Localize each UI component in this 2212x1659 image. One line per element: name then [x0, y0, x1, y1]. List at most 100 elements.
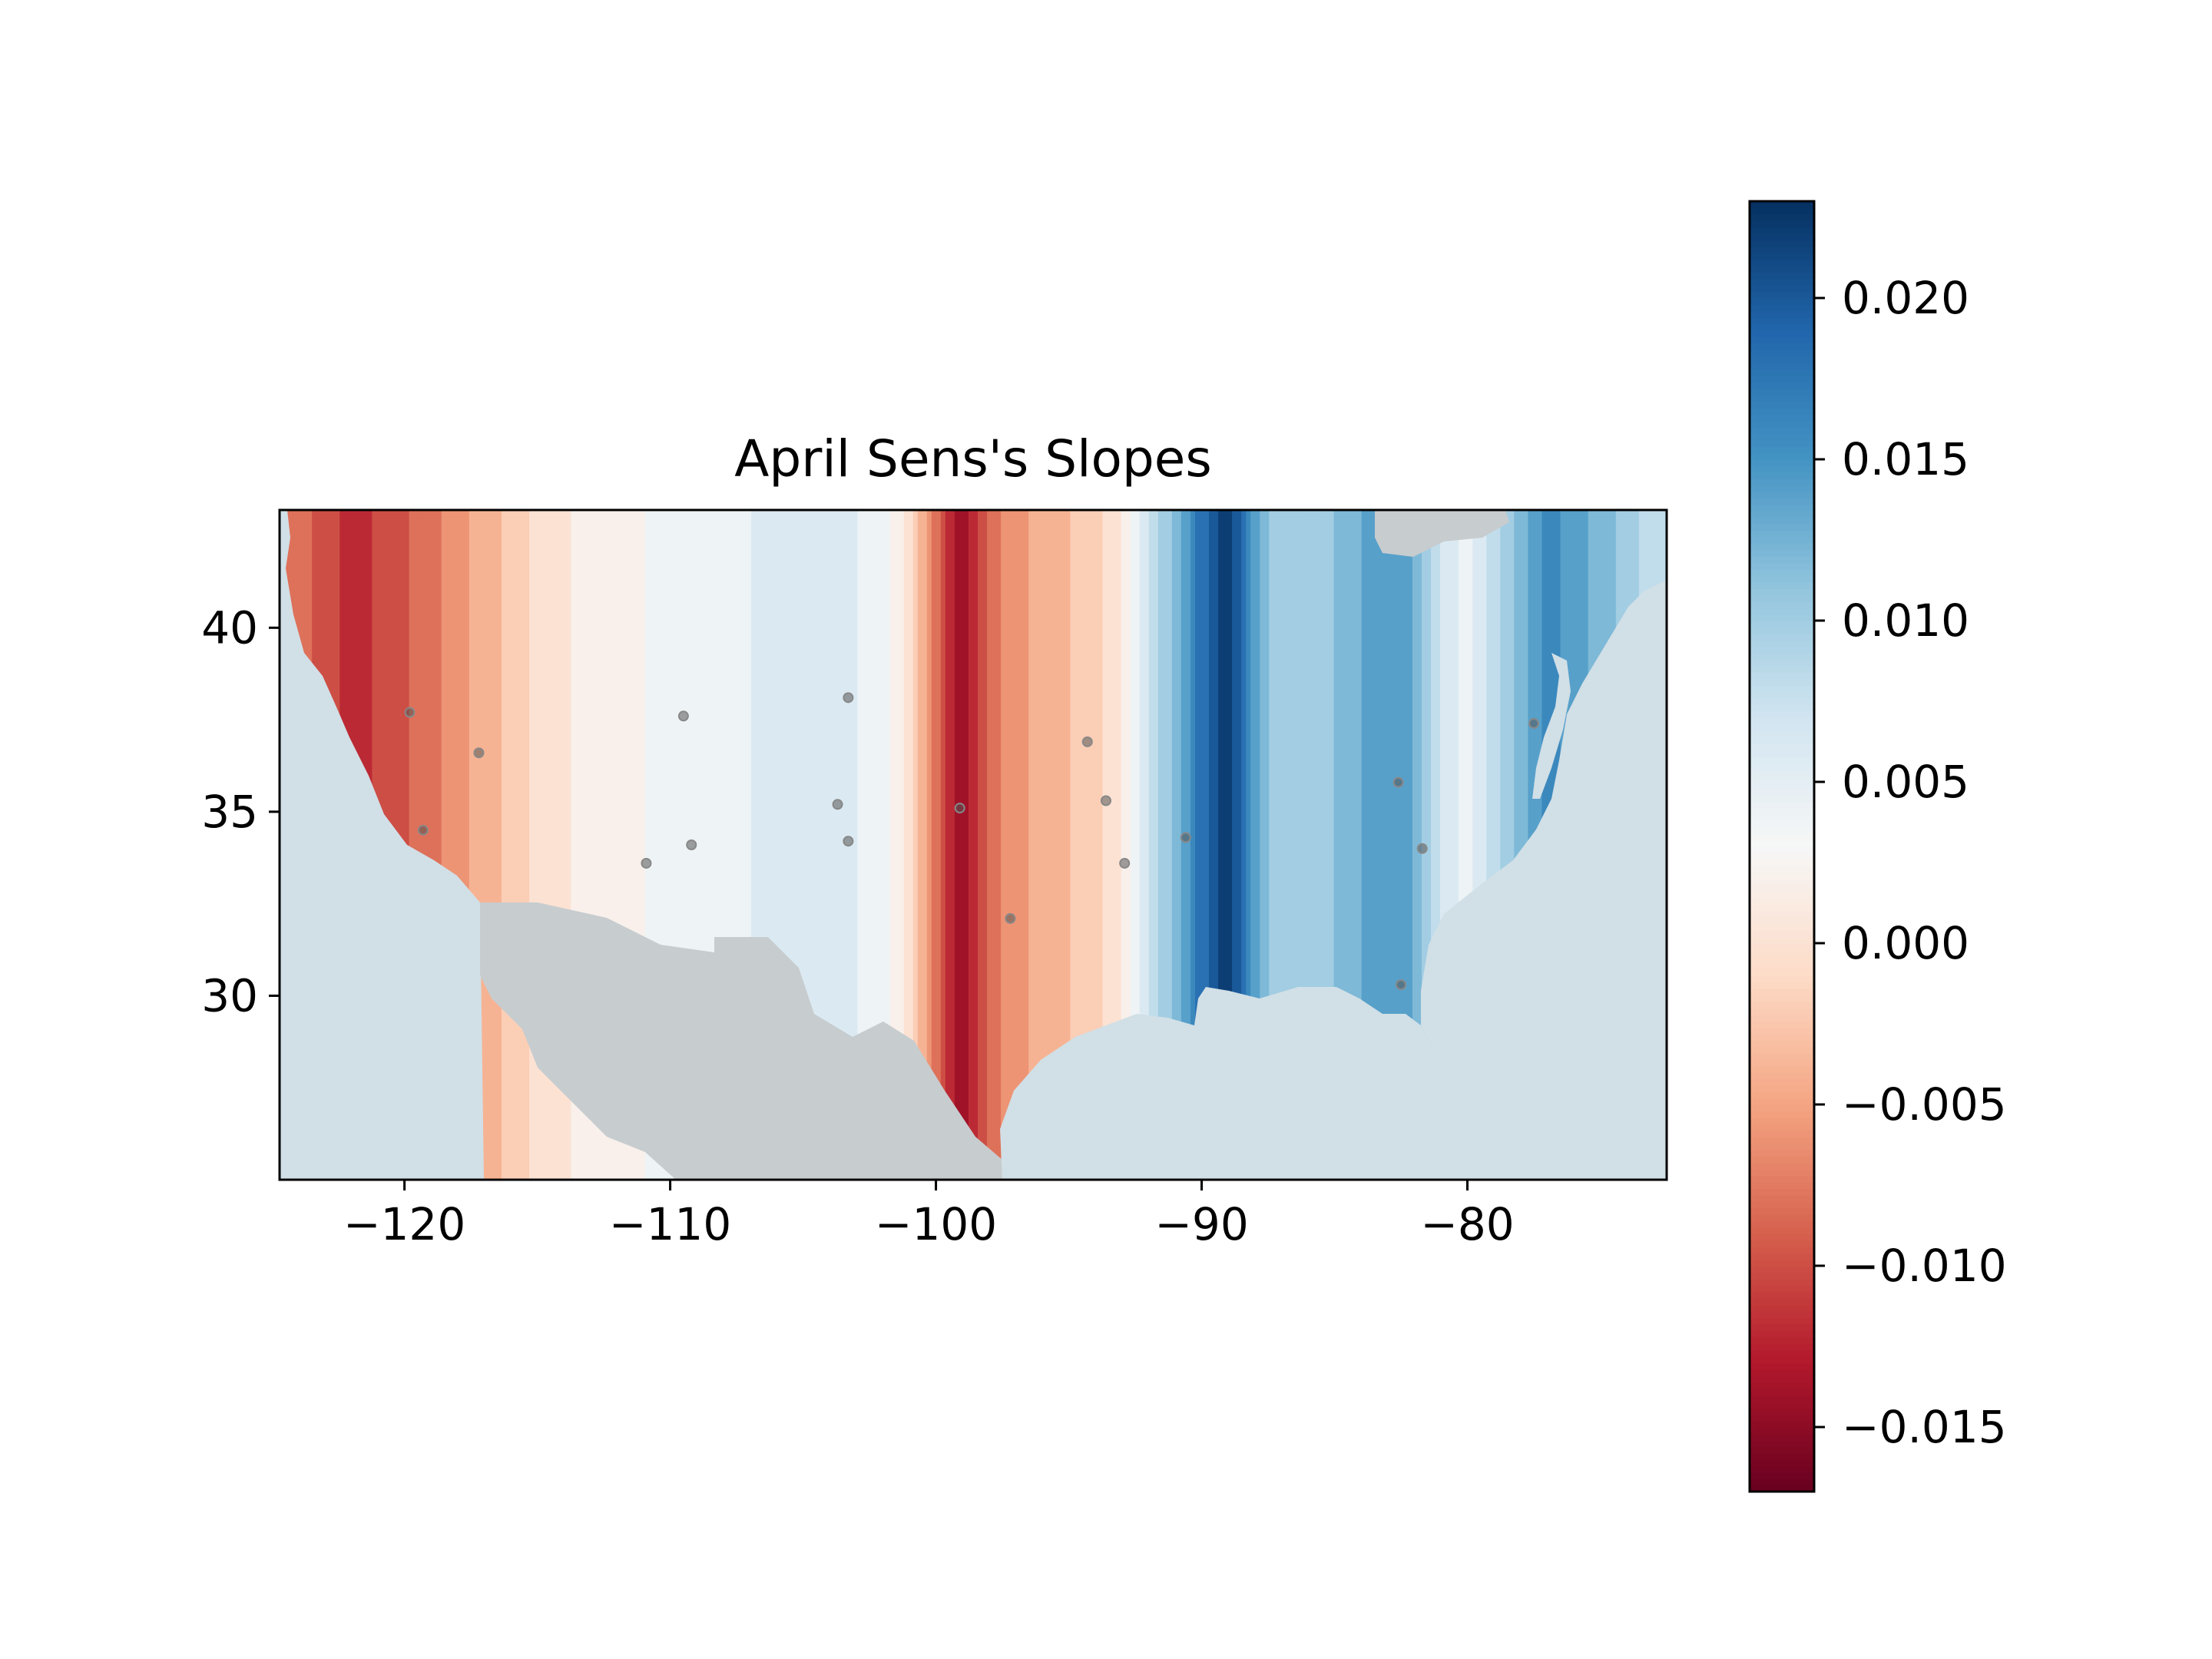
- colorbar-segment: [1750, 1369, 1814, 1376]
- field-band: [1486, 510, 1492, 1180]
- colorbar-segment: [1750, 1124, 1814, 1131]
- colorbar-segment: [1750, 898, 1814, 906]
- colorbar-segment: [1750, 1375, 1814, 1382]
- colorbar-segment: [1750, 685, 1814, 693]
- field-band: [538, 510, 544, 1180]
- field-band: [834, 510, 840, 1180]
- colorbar-segment: [1750, 1227, 1814, 1234]
- station-point: [686, 839, 697, 850]
- field-band: [1505, 510, 1511, 1180]
- field-band: [1361, 510, 1367, 1180]
- field-band: [1056, 510, 1062, 1180]
- chart-title: April Sens's Slopes: [734, 429, 1212, 488]
- colorbar-segment: [1750, 730, 1814, 737]
- field-band: [631, 510, 637, 1180]
- field-band: [978, 510, 983, 1180]
- field-band: [612, 510, 618, 1180]
- field-band: [1130, 510, 1136, 1180]
- colorbar-segment: [1750, 530, 1814, 538]
- colorbar-segment: [1750, 1465, 1814, 1473]
- colorbar-segment: [1750, 1020, 1814, 1028]
- field-band: [580, 510, 586, 1180]
- colorbar-segment: [1750, 743, 1814, 750]
- field-band: [876, 510, 882, 1180]
- colorbar-segment: [1750, 1407, 1814, 1415]
- field-band: [727, 510, 733, 1180]
- field-band: [732, 510, 738, 1180]
- station-point: [1119, 857, 1131, 869]
- field-band: [418, 510, 424, 1180]
- field-band: [1028, 510, 1035, 1180]
- colorbar-segment: [1750, 414, 1814, 422]
- colorbar-segment: [1750, 911, 1814, 919]
- field-band: [1134, 510, 1141, 1180]
- station-point: [677, 710, 689, 722]
- colorbar-segment: [1750, 298, 1814, 306]
- field-band: [459, 510, 465, 1180]
- colorbar-segment: [1750, 1317, 1814, 1325]
- field-band: [982, 510, 988, 1180]
- colorbar-segment: [1750, 891, 1814, 899]
- colorbar-segment: [1750, 904, 1814, 912]
- field-band: [1084, 510, 1090, 1180]
- colorbar-segment: [1750, 1459, 1814, 1467]
- colorbar-segment: [1750, 272, 1814, 280]
- field-band: [534, 510, 539, 1180]
- field-band: [621, 510, 628, 1180]
- x-tick-label: −110: [609, 1198, 731, 1250]
- field-band: [894, 510, 900, 1180]
- great-lakes-land: [1375, 510, 1509, 557]
- field-band: [1310, 510, 1316, 1180]
- station-point: [1005, 912, 1016, 924]
- field-band: [770, 510, 775, 1180]
- colorbar-segment: [1750, 750, 1814, 757]
- colorbar-segment: [1750, 407, 1814, 415]
- y-tick-label: 35: [201, 786, 258, 838]
- field-band: [935, 510, 942, 1180]
- colorbar-segment: [1750, 1479, 1814, 1486]
- colorbar-segment: [1750, 459, 1814, 467]
- colorbar-segment: [1750, 310, 1814, 318]
- colorbar-segment: [1750, 401, 1814, 409]
- colorbar-segment: [1750, 665, 1814, 673]
- colorbar-segment: [1750, 653, 1814, 661]
- field-band: [1010, 510, 1015, 1180]
- field-band: [543, 510, 548, 1180]
- station-point: [1528, 717, 1540, 729]
- field-band: [1324, 510, 1330, 1180]
- field-band: [1070, 510, 1076, 1180]
- field-band: [1102, 510, 1108, 1180]
- field-band: [996, 510, 1002, 1180]
- field-band: [1065, 510, 1071, 1180]
- colorbar-segment: [1750, 511, 1814, 518]
- field-band: [1093, 510, 1099, 1180]
- field-band: [1278, 510, 1284, 1180]
- field-band: [1518, 510, 1525, 1180]
- field-band: [1260, 510, 1266, 1180]
- field-band: [802, 510, 808, 1180]
- colorbar-segment: [1750, 1072, 1814, 1080]
- colorbar-segment: [1750, 1001, 1814, 1008]
- colorbar-segment: [1750, 633, 1814, 641]
- colorbar-tick-label: −0.010: [1842, 1240, 2007, 1292]
- field-band: [1051, 510, 1058, 1180]
- field-band: [409, 510, 415, 1180]
- field-band: [520, 510, 525, 1180]
- colorbar-segment: [1750, 833, 1814, 841]
- colorbar-segment: [1750, 1162, 1814, 1170]
- colorbar-segment: [1750, 1052, 1814, 1060]
- field-band: [566, 510, 572, 1180]
- field-band: [908, 510, 914, 1180]
- colorbar-segment: [1750, 1298, 1814, 1306]
- field-band: [751, 510, 757, 1180]
- colorbar-segment: [1750, 1098, 1814, 1105]
- colorbar-segment: [1750, 524, 1814, 531]
- colorbar-segment: [1750, 975, 1814, 983]
- colorbar-segment: [1750, 704, 1814, 712]
- colorbar-segment: [1750, 1194, 1814, 1202]
- colorbar-segment: [1750, 955, 1814, 963]
- field-band: [649, 510, 655, 1180]
- colorbar-segment: [1750, 1084, 1814, 1092]
- colorbar-segment: [1750, 363, 1814, 370]
- field-band: [820, 510, 826, 1180]
